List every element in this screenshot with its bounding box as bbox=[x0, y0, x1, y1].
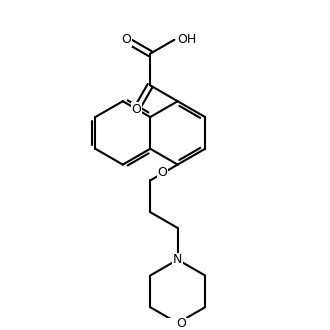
Text: OH: OH bbox=[177, 33, 196, 46]
Text: O: O bbox=[121, 33, 131, 46]
Text: O: O bbox=[131, 103, 141, 116]
Text: O: O bbox=[176, 316, 186, 330]
Text: O: O bbox=[157, 166, 167, 179]
Text: N: N bbox=[173, 253, 182, 266]
